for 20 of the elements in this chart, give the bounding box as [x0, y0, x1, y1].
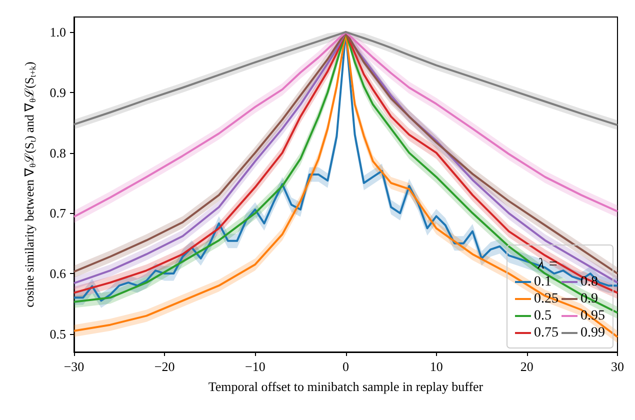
x-tick-label: −20 [154, 359, 175, 374]
legend-label: 0.5 [534, 308, 552, 324]
text: cosine similarity between ∇θℒ(St) and ∇θℒ(St+k) [22, 62, 38, 308]
y-tick-label: 0.7 [50, 206, 66, 221]
y-tick-label: 1.0 [50, 24, 66, 40]
y-tick-label: 0.8 [50, 145, 66, 160]
y-tick-label: 0.9 [50, 84, 66, 100]
x-tick-label: −10 [244, 359, 266, 374]
x-tick-label: 10 [430, 359, 443, 374]
legend-label: 0.25 [534, 292, 558, 306]
legend-label: 0.99 [580, 326, 605, 340]
legend-label: 0.75 [534, 326, 558, 340]
x-tick-label: −30 [64, 359, 84, 374]
x-tick-label: 30 [611, 359, 624, 374]
x-tick-label: 0 [342, 359, 349, 374]
x-tick-label: 20 [520, 359, 534, 374]
x-axis-title: Temporal offset to minibatch sample in replay buffer [208, 379, 484, 394]
y-tick-label: 0.5 [50, 326, 66, 342]
y-tick-label: 0.6 [50, 266, 66, 282]
legend-label: 0.1 [534, 274, 552, 290]
